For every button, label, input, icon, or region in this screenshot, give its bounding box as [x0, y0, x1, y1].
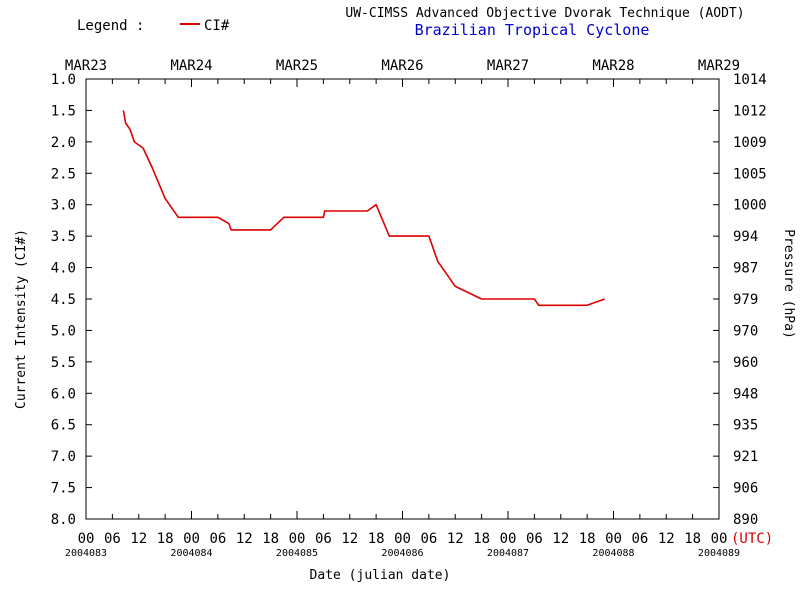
y-tick-label: 5.0	[51, 323, 76, 339]
series-line-ci	[122, 110, 605, 307]
pressure-tick-label: 1014	[733, 72, 767, 88]
y-axis-title: Current Intensity (CI#)	[14, 229, 29, 409]
hour-label: 06	[420, 531, 437, 547]
julian-labels: 2004083 2004084 2004085 2004086 2004087 20040…	[65, 548, 740, 559]
day-label: MAR26	[381, 58, 423, 74]
hour-label: 00	[500, 531, 517, 547]
y-tick-label: 2.0	[51, 135, 76, 151]
pressure-tick-label: 994	[733, 229, 758, 245]
y-tick-label: 3.5	[51, 229, 76, 245]
pressure-tick-label: 1012	[733, 103, 767, 119]
y-axis-right-title: Pressure (hPa)	[781, 229, 796, 339]
pressure-tick-label: 921	[733, 449, 758, 465]
pressure-tick-label: 970	[733, 323, 758, 339]
julian-label: 2004087	[487, 548, 529, 559]
hour-labels: 00 06 12 18 00 06 12 18 00 06 12 18 00 06 12 18 00 06 12 18…	[78, 531, 728, 547]
y-tick-label: 3.0	[51, 198, 76, 214]
day-label: MAR24	[170, 58, 212, 74]
hour-label: 12	[236, 531, 253, 547]
y-tick-label: 7.0	[51, 449, 76, 465]
y-tick-label: 4.5	[51, 292, 76, 308]
y-tick-label: 1.5	[51, 103, 76, 119]
hour-label: 00	[394, 531, 411, 547]
hour-label: 12	[447, 531, 464, 547]
hour-label: 18	[579, 531, 596, 547]
hour-label: 00	[183, 531, 200, 547]
hour-label: 00	[78, 531, 95, 547]
y-tick-label: 4.0	[51, 261, 76, 277]
hour-label: 18	[262, 531, 279, 547]
pressure-tick-label: 1009	[733, 135, 767, 151]
pressure-tick-label: 960	[733, 355, 758, 371]
julian-label: 2004088	[592, 548, 634, 559]
legend-label: Legend :	[77, 18, 144, 34]
pressure-tick-label: 890	[733, 512, 758, 528]
julian-label: 2004089	[698, 548, 740, 559]
hour-label: 18	[368, 531, 385, 547]
hour-label: 12	[552, 531, 569, 547]
pressure-tick-label: 948	[733, 386, 758, 402]
day-label: MAR25	[276, 58, 318, 74]
pressure-tick-label: 979	[733, 292, 758, 308]
julian-label: 2004085	[276, 548, 318, 559]
pressure-tick-label: 935	[733, 418, 758, 434]
y-tick-label: 5.5	[51, 355, 76, 371]
plot-frame	[85, 78, 720, 520]
julian-label: 2004083	[65, 548, 107, 559]
pressure-tick-label: 906	[733, 481, 758, 497]
axis-ticks	[85, 78, 720, 520]
hour-label: 06	[315, 531, 332, 547]
hour-label: 12	[130, 531, 147, 547]
chart-subtitle: Brazilian Tropical Cyclone	[415, 21, 650, 39]
hour-label: 00	[605, 531, 622, 547]
y-tick-label: 7.5	[51, 481, 76, 497]
legend-series-label: CI#	[204, 18, 230, 34]
y-tick-label: 6.5	[51, 418, 76, 434]
utc-label: (UTC)	[731, 531, 773, 547]
day-label: MAR29	[698, 58, 740, 74]
x-axis-title: Date (julian date)	[310, 568, 451, 583]
pressure-tick-labels: 1014 1012 1009 1005 1000 994 987 979 970 960 948 93…	[733, 72, 767, 528]
pressure-tick-label: 1000	[733, 198, 767, 214]
julian-label: 2004086	[381, 548, 423, 559]
y-tick-label: 2.5	[51, 166, 76, 182]
hour-label: 06	[631, 531, 648, 547]
hour-label: 18	[473, 531, 490, 547]
y-tick-labels: 1.0 1.5 2.0 2.5 3.0 3.5 4.0 4.5 5.0 5.5 6.0 6.5 7.0 7…	[51, 72, 76, 528]
hour-label: 06	[526, 531, 543, 547]
hour-label: 18	[157, 531, 174, 547]
hour-label: 06	[209, 531, 226, 547]
julian-label: 2004084	[170, 548, 212, 559]
pressure-tick-label: 987	[733, 261, 758, 277]
day-label: MAR27	[487, 58, 529, 74]
pressure-tick-label: 1005	[733, 166, 767, 182]
series-layer	[122, 110, 605, 307]
chart-title: UW-CIMSS Advanced Objective Dvorak Techn…	[345, 6, 744, 21]
hour-label: 00	[289, 531, 306, 547]
y-tick-label: 6.0	[51, 386, 76, 402]
day-label: MAR28	[592, 58, 634, 74]
hour-label: 00	[711, 531, 728, 547]
y-tick-label: 1.0	[51, 72, 76, 88]
day-label: MAR23	[65, 58, 107, 74]
y-tick-label: 8.0	[51, 512, 76, 528]
day-labels: MAR23 MAR24 MAR25 MAR26 MAR27 MAR28 MAR29	[65, 58, 740, 74]
hour-label: 06	[104, 531, 121, 547]
hour-label: 12	[341, 531, 358, 547]
hour-label: 18	[684, 531, 701, 547]
hour-label: 12	[658, 531, 675, 547]
